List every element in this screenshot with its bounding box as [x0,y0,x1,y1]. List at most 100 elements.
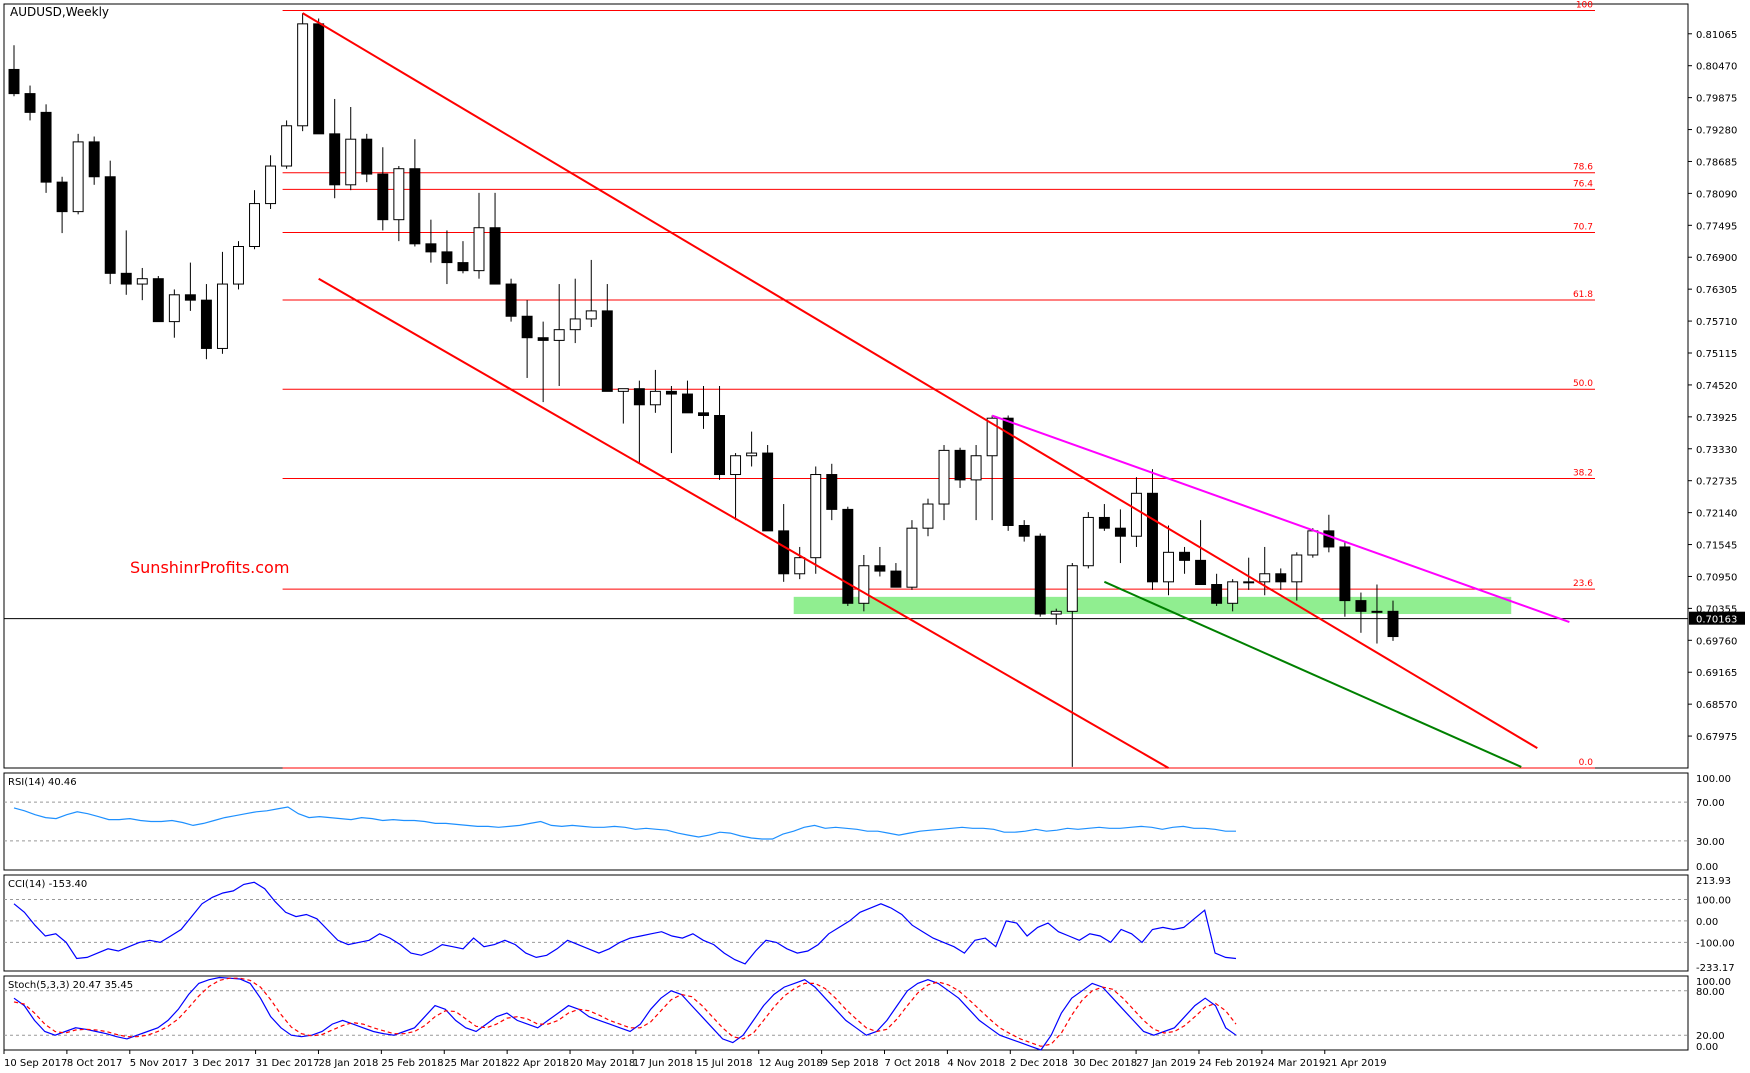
fib-level-label: 0.0 [1579,758,1594,768]
bearish-candle-body [152,278,164,323]
price-tick-label: 0.78685 [1696,157,1737,168]
candle [714,386,726,480]
indicator-tick-label: 0.00 [1696,862,1718,873]
price-tick-label: 0.76305 [1696,285,1737,296]
x-tick-label: 10 Sep 2017 [4,1058,67,1069]
rsi-panel: 100.00 70.00 30.00 0.00 RSI(14) 40.46 [3,772,1731,873]
bearish-candle-body [329,133,341,186]
bearish-candle-body [24,93,36,113]
bullish-candle-body [345,138,357,186]
x-tick-label: 7 Oct 2018 [885,1058,940,1069]
price-tick-label: 0.73330 [1696,445,1737,456]
bearish-candle-body [1339,546,1351,602]
price-tick-label: 0.72140 [1696,509,1737,520]
candle [1098,504,1110,531]
candle [938,445,950,521]
candle [537,321,549,403]
bullish-candle-body [393,168,405,221]
candle [1387,600,1399,641]
indicator-line [13,977,1237,1047]
bullish-candle-body [794,557,806,575]
bearish-candle-body [521,315,533,339]
candle [1195,520,1207,586]
bearish-candle-body [601,310,613,392]
candle [1018,520,1030,542]
bearish-candle-body [1002,417,1014,526]
candle [1307,528,1319,558]
x-tick-label: 3 Dec 2017 [193,1058,251,1069]
candle [104,160,116,285]
bullish-candle-body [216,283,228,349]
candle [377,147,389,231]
price-tick-label: 0.67975 [1696,732,1737,743]
fib-level-label: 50.0 [1573,379,1593,389]
bullish-candle-body [72,141,84,213]
indicator-tick-label: 0.00 [1696,917,1718,928]
x-tick-label: 8 Oct 2017 [67,1058,122,1069]
indicator-tick-label: -100.00 [1696,938,1735,949]
candle [1275,568,1287,590]
bearish-candle-body [665,390,677,395]
candle [1323,514,1335,553]
x-tick-label: 12 Aug 2018 [759,1058,823,1069]
bullish-candle-body [1227,581,1239,604]
candle [730,453,742,521]
candle [24,85,36,121]
indicator-line [13,806,1236,840]
bearish-candle-body [1018,524,1030,537]
price-panel-frame [3,3,1689,769]
candle [56,176,68,234]
bullish-candle-body [810,474,822,559]
fib-level-label: 76.4 [1573,179,1593,189]
indicator-tick-label: 100.00 [1696,977,1731,988]
bearish-candle-body [88,141,100,178]
x-tick-label: 15 Jul 2018 [696,1058,753,1069]
price-tick-label: 0.71545 [1696,541,1737,552]
bearish-candle-body [890,570,902,588]
bearish-candle-body [361,138,373,175]
bearish-candle-body [842,508,854,604]
candle [874,546,886,577]
candle [698,386,709,429]
indicator-line [13,976,1237,1051]
candle [649,369,661,413]
indicator-tick-label: 20.00 [1696,1031,1725,1042]
bearish-candle-body [1195,559,1207,586]
current-price-label: 0.70163 [1696,615,1737,626]
price-tick-label: 0.80470 [1696,62,1737,73]
x-axis: 10 Sep 2017 8 Oct 2017 5 Nov 2017 3 Dec 201… [3,1050,1387,1069]
x-tick-label: 24 Feb 2019 [1199,1058,1261,1069]
candle [1291,552,1303,601]
bullish-candle-body [986,417,998,457]
candle [890,563,902,588]
trendline-resistance [991,414,1570,624]
candle [617,388,629,424]
bullish-candle-body [1291,554,1303,583]
bullish-candle-body [1259,573,1271,583]
bullish-candle-body [297,23,309,127]
bearish-candle-body [313,23,325,135]
candle [297,13,309,132]
bullish-candle-body [858,565,870,604]
bullish-candle-body [281,125,293,167]
bearish-candle-body [826,474,838,510]
candle [906,520,918,590]
candle [216,251,228,354]
bearish-candle-body [1323,530,1335,548]
candle [1179,546,1191,574]
candle [489,192,501,285]
candle [1243,557,1255,590]
candle [665,386,677,454]
cci-panel: 213.93 100.00 0.00 -100.00 -233.17 CCI(14) -1… [3,874,1735,974]
price-tick-label: 0.74520 [1696,381,1737,392]
x-tick-label: 30 Dec 2018 [1073,1058,1137,1069]
bearish-candle-body [681,393,693,414]
candle [681,380,693,414]
bearish-candle-body [8,68,20,95]
x-tick-label: 20 May 2018 [570,1058,635,1069]
indicator-tick-label: 30.00 [1696,837,1725,848]
x-tick-label: 25 Mar 2018 [444,1058,507,1069]
bearish-candle-body [425,243,437,253]
candle [152,276,164,323]
